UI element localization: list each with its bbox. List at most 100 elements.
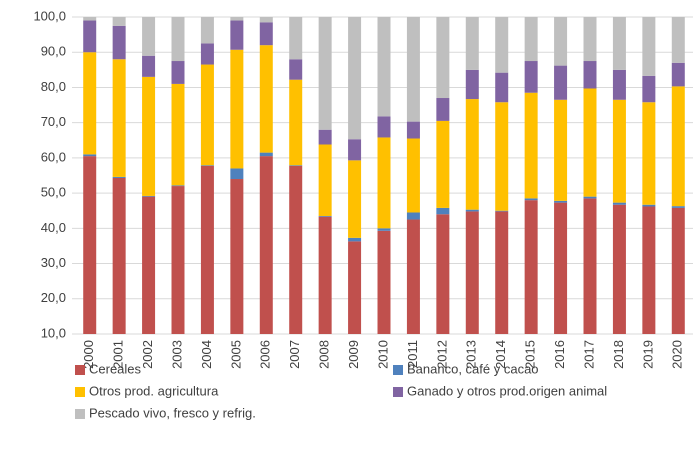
bar-segment [465, 99, 479, 210]
bar-segment [142, 196, 156, 334]
bar-segment [289, 165, 303, 166]
bar-segment [465, 17, 479, 70]
x-tick-label: 2014 [493, 340, 508, 369]
bar-segment [612, 204, 626, 334]
bar-segment [495, 17, 509, 73]
bar-segment [642, 75, 656, 103]
bar-segment [377, 230, 391, 334]
bar-segment [671, 62, 685, 87]
legend-swatch [75, 409, 85, 419]
x-tick-label: 2018 [611, 340, 626, 369]
bar-segment [377, 228, 391, 231]
bar-segment [83, 17, 97, 21]
bar-segment [583, 17, 597, 62]
bar-segment [171, 61, 185, 84]
bar-segment [200, 64, 214, 166]
legend-swatch [393, 365, 403, 375]
bar-segment [200, 17, 214, 44]
bar-segment [612, 69, 626, 100]
bar-segment [671, 86, 685, 207]
y-tick-label: 90,0 [41, 44, 66, 59]
bar-segment [495, 72, 509, 103]
bar-segment [259, 152, 273, 157]
bar-segment [348, 17, 362, 140]
bar-segment [436, 17, 450, 99]
x-tick-label: 2015 [523, 340, 538, 369]
bar-segment [554, 202, 568, 334]
bar-segment [436, 120, 450, 208]
bar-segment [583, 61, 597, 89]
bar-segment [436, 98, 450, 121]
bar-segment [142, 17, 156, 56]
x-tick-label: 2001 [111, 340, 126, 369]
bar-segment [524, 198, 538, 201]
x-tick-label: 2017 [581, 340, 596, 369]
bar-segment [259, 22, 273, 46]
bars [83, 17, 685, 334]
x-tick-label: 2011 [405, 340, 420, 368]
bar-segment [612, 99, 626, 203]
bar-segment [642, 204, 656, 207]
bar-segment [583, 196, 597, 199]
bar-segment [583, 88, 597, 197]
x-tick-label: 2020 [670, 340, 685, 369]
bar-segment [554, 99, 568, 201]
x-tick-label: 2005 [228, 340, 243, 369]
bar-segment [348, 139, 362, 161]
bar-segment [642, 17, 656, 76]
x-tick-label: 2004 [199, 340, 214, 369]
bar-segment [318, 17, 332, 130]
legend-swatch [393, 387, 403, 397]
bar-segment [142, 76, 156, 196]
bar-segment [289, 165, 303, 334]
bar-segment [171, 83, 185, 186]
x-tick-label: 2009 [346, 340, 361, 369]
bar-segment [406, 17, 420, 122]
bar-segment [230, 17, 244, 21]
bar-segment [112, 176, 126, 178]
bar-segment [671, 207, 685, 334]
bar-segment [436, 207, 450, 215]
bar-segment [348, 237, 362, 242]
bar-segment [348, 241, 362, 334]
y-tick-label: 20,0 [41, 290, 66, 305]
y-tick-label: 30,0 [41, 255, 66, 270]
x-tick-label: 2016 [552, 340, 567, 369]
bar-segment [200, 43, 214, 65]
bar-segment [171, 17, 185, 62]
x-tick-label: 2006 [258, 340, 273, 369]
legend-label: Ganado y otros prod.origen animal [407, 383, 607, 398]
bar-segment [406, 219, 420, 334]
bar-segment [112, 59, 126, 177]
bar-segment [142, 55, 156, 77]
x-tick-label: 2019 [640, 340, 655, 369]
bar-segment [318, 129, 332, 145]
x-tick-label: 2003 [169, 340, 184, 369]
bar-segment [554, 200, 568, 203]
bar-segment [230, 179, 244, 334]
bar-segment [465, 211, 479, 334]
bar-segment [230, 168, 244, 180]
y-tick-label: 10,0 [41, 325, 66, 340]
bar-segment [289, 79, 303, 166]
legend-swatch [75, 365, 85, 375]
y-tick-label: 70,0 [41, 114, 66, 129]
bar-segment [171, 185, 185, 187]
y-tick-label: 80,0 [41, 79, 66, 94]
x-tick-label: 2000 [81, 340, 96, 369]
legend-label: Pescado vivo, fresco y refrig. [89, 405, 256, 420]
bar-segment [612, 202, 626, 205]
bar-segment [83, 154, 97, 157]
bar-segment [289, 17, 303, 60]
bar-segment [377, 116, 391, 138]
bar-segment [671, 17, 685, 63]
bar-segment [554, 17, 568, 66]
y-tick-label: 50,0 [41, 185, 66, 200]
bar-segment [259, 45, 273, 153]
bar-segment [83, 52, 97, 155]
bar-segment [377, 17, 391, 117]
bar-segment [200, 165, 214, 334]
bar-segment [436, 214, 450, 334]
bar-segment [377, 137, 391, 229]
